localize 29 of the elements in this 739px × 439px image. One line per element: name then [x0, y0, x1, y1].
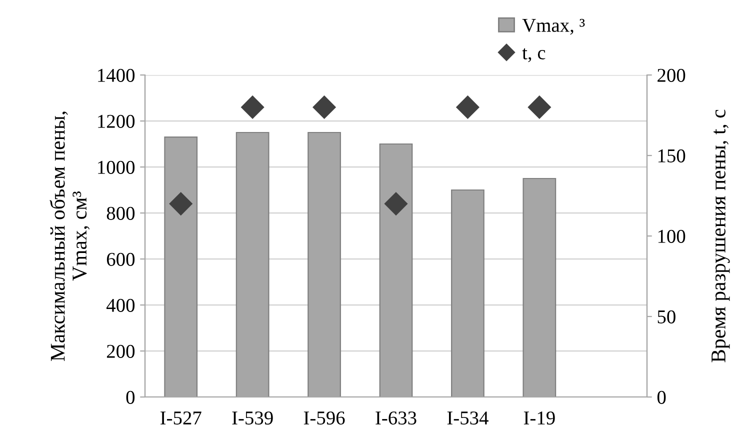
x-tick-label: I-19 [524, 412, 555, 425]
bar [379, 143, 413, 397]
bar [522, 178, 556, 397]
bar [308, 132, 341, 397]
y-tick-label: 400 [106, 298, 135, 312]
y2-axis-title: Время разрушения пены, t, с [712, 110, 730, 362]
x-tick-label: I-527 [160, 412, 202, 425]
x-tick-label: I-633 [376, 412, 416, 425]
y-tick-label: 200 [106, 344, 135, 358]
y2-tick-label: 100 [658, 230, 686, 243]
x-tick-label: I-539 [232, 412, 273, 425]
y2-tick-label: 0 [657, 390, 666, 404]
y-axis-title: Максимальный объем пены, Vmax, см³ [50, 112, 90, 362]
x-tick-label: I-534 [447, 412, 488, 425]
bar [164, 136, 198, 397]
y2-tick-label: 150 [658, 149, 686, 162]
y2-tick-label: 200 [658, 68, 686, 82]
y-tick-label: 0 [126, 390, 135, 404]
y2-tick-label: 50 [658, 310, 676, 324]
y-tick-label: 1000 [98, 160, 135, 174]
y-tick-label: 1400 [98, 68, 135, 82]
y-tick-label: 600 [106, 252, 135, 266]
legend-label: Vmax, ³ [522, 18, 585, 35]
bar [451, 189, 484, 397]
y-tick-label: 1200 [98, 114, 135, 128]
y-tick-label: 800 [106, 206, 135, 220]
legend-label: t, с [522, 48, 546, 62]
bar [236, 132, 270, 397]
x-tick-label: I-596 [304, 412, 345, 425]
